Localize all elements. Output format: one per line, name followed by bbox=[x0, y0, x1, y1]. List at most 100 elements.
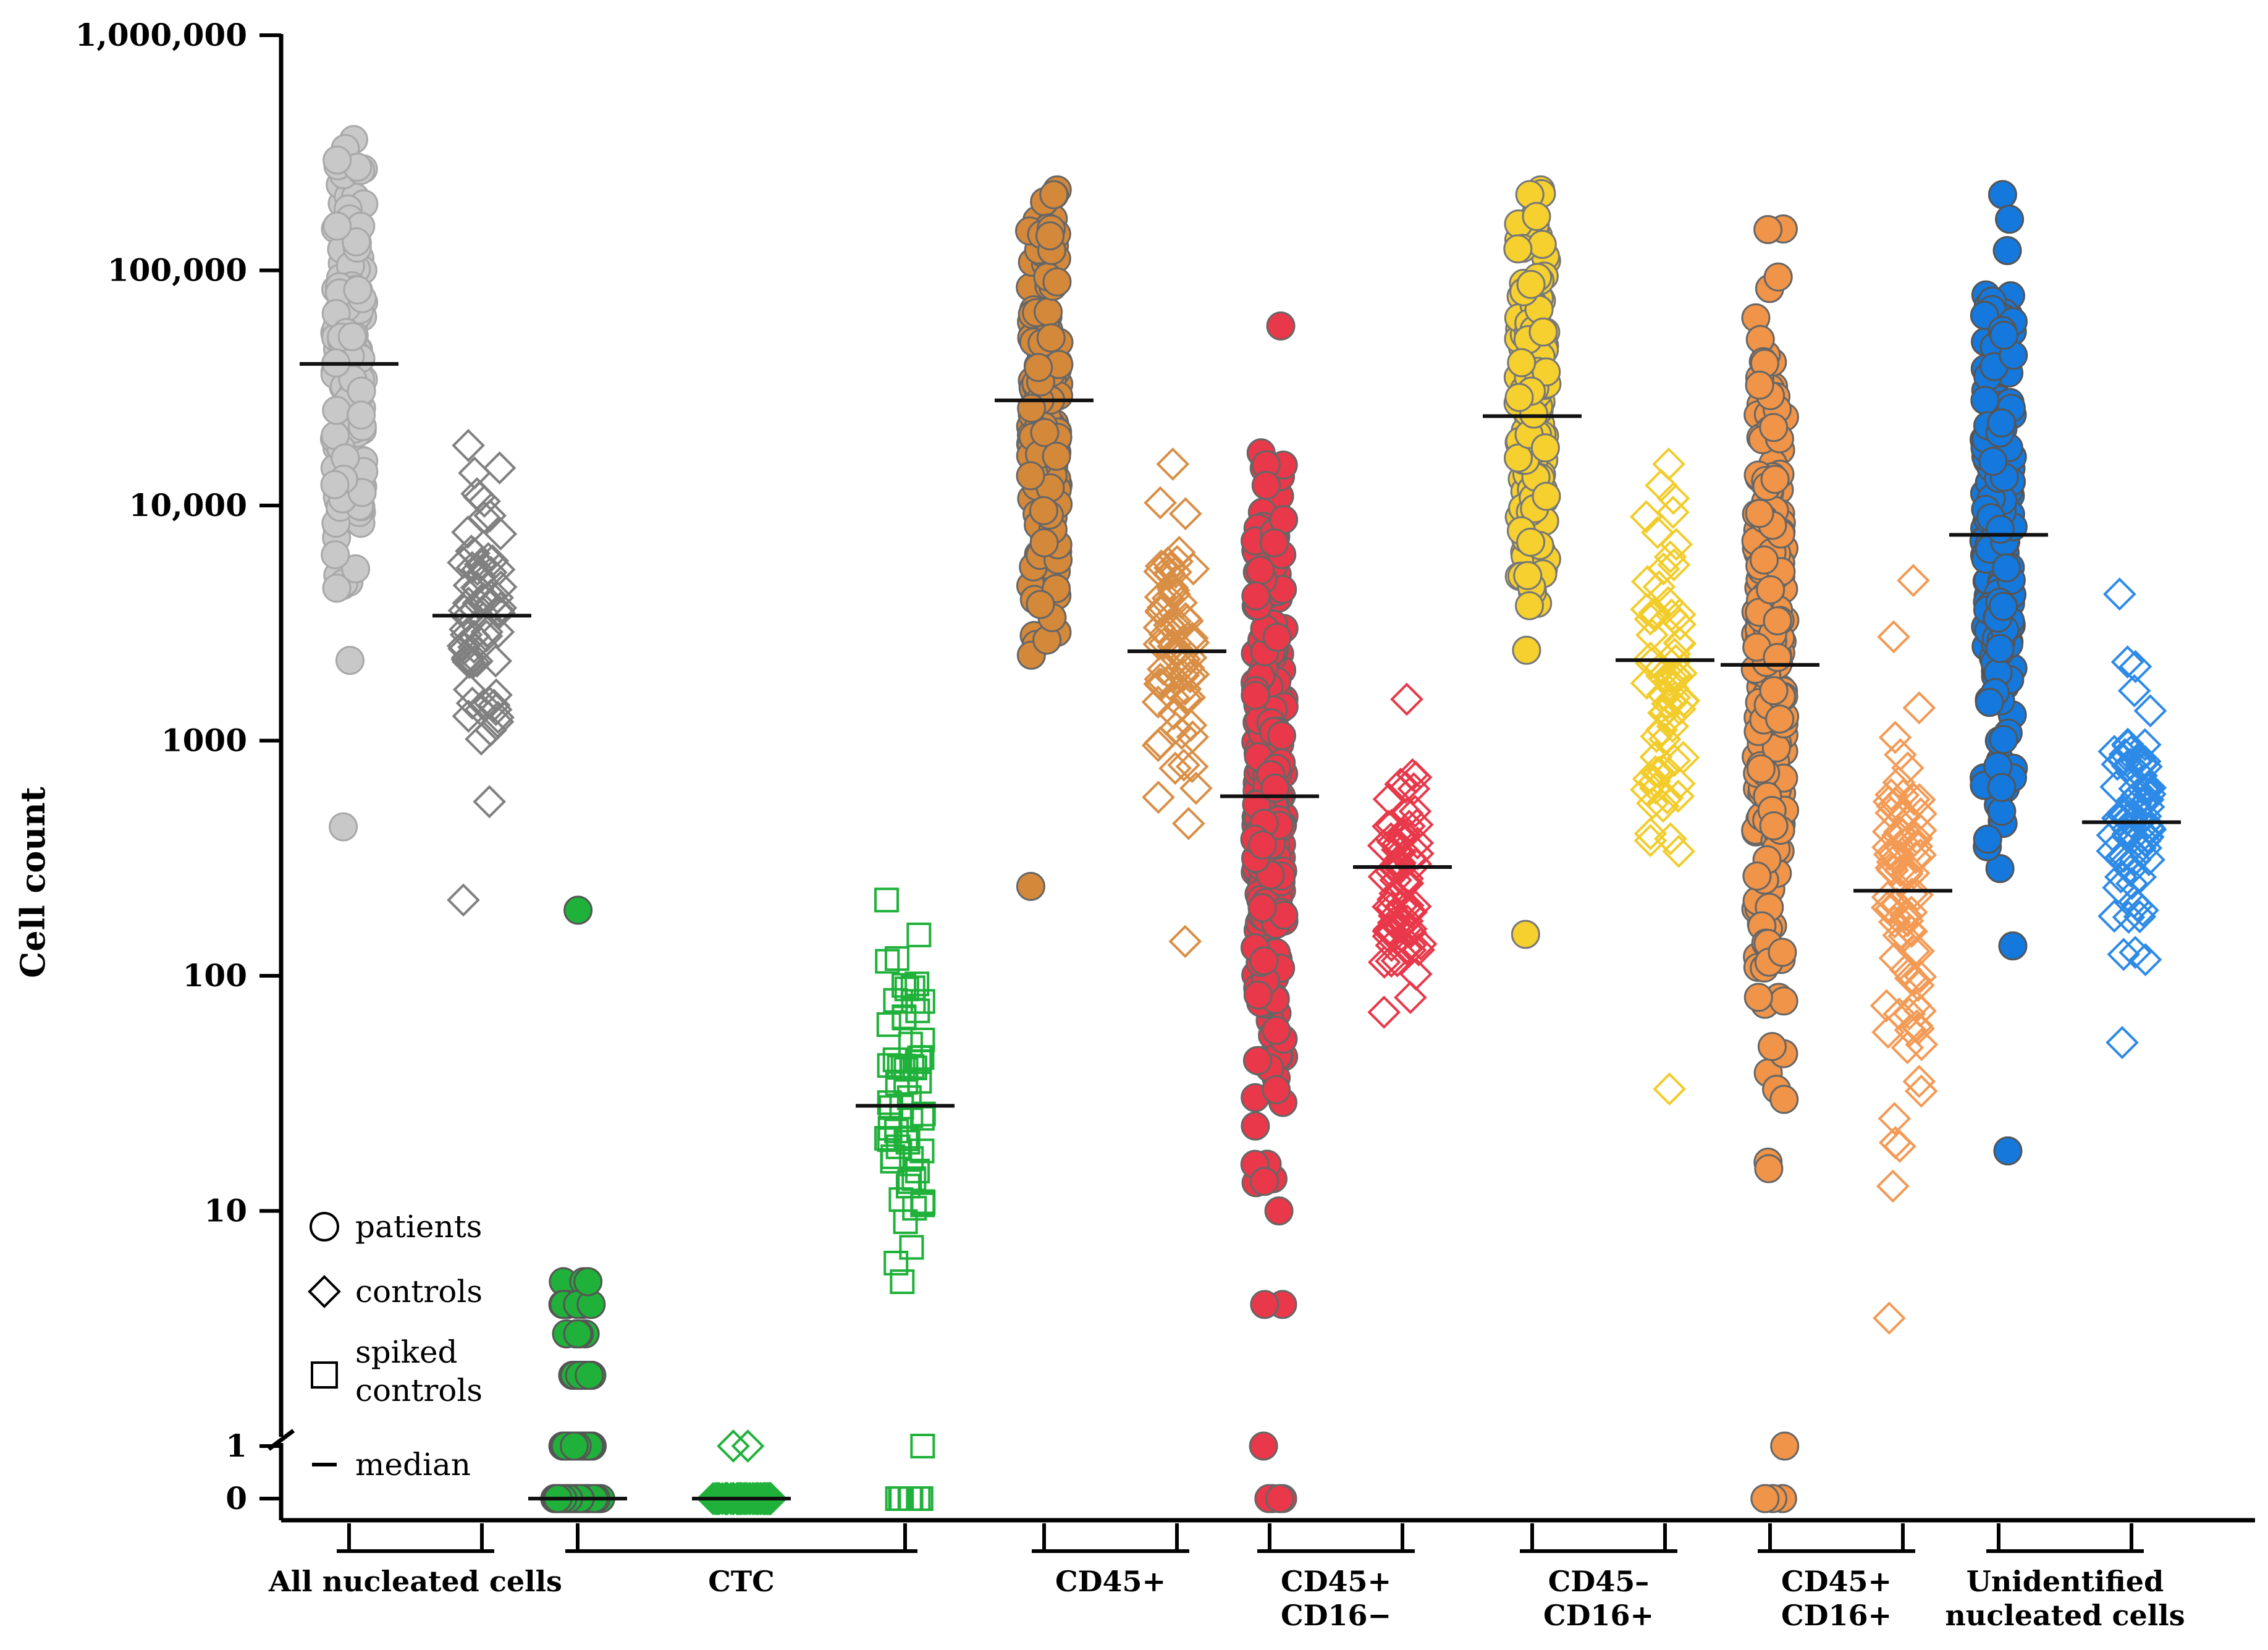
data-point-patients bbox=[1026, 590, 1055, 619]
data-point-patients bbox=[1745, 370, 1774, 400]
data-point-spiked-controls bbox=[882, 1047, 908, 1072]
data-point-controls bbox=[1142, 781, 1175, 814]
data-point-controls bbox=[1653, 540, 1687, 573]
data-point-controls bbox=[1175, 750, 1209, 784]
data-point-controls bbox=[449, 612, 482, 646]
data-point-controls bbox=[1144, 580, 1178, 614]
data-point-patients bbox=[1992, 553, 2021, 583]
data-point-controls bbox=[1380, 944, 1414, 978]
data-point-patients bbox=[1262, 1075, 1291, 1104]
data-point-controls bbox=[2104, 860, 2138, 894]
data-point-patients bbox=[320, 470, 350, 499]
points-layer bbox=[319, 125, 2167, 1515]
data-point-controls bbox=[479, 644, 513, 678]
data-point-controls bbox=[1656, 496, 1690, 529]
data-point-patients bbox=[1530, 433, 1560, 463]
data-point-spiked-controls bbox=[899, 1146, 924, 1171]
data-point-patients bbox=[1241, 1111, 1270, 1141]
data-point-spiked-controls bbox=[893, 1209, 918, 1234]
data-point-controls bbox=[1157, 696, 1191, 730]
data-point-patients bbox=[560, 1431, 589, 1461]
data-point-patients bbox=[1978, 447, 2008, 476]
data-point-controls bbox=[723, 1482, 756, 1515]
data-point-patients bbox=[1511, 920, 1540, 949]
data-point-controls bbox=[698, 1482, 732, 1515]
data-point-controls bbox=[720, 1482, 754, 1515]
data-point-spiked-controls bbox=[887, 1055, 912, 1080]
data-point-controls bbox=[2097, 735, 2131, 768]
data-point-patients bbox=[335, 646, 365, 675]
data-point-controls bbox=[1168, 924, 1202, 958]
data-point-patients bbox=[1989, 321, 2019, 350]
data-point-controls bbox=[2104, 840, 2138, 874]
data-point-controls bbox=[1656, 481, 1690, 515]
data-point-patients bbox=[1749, 545, 1779, 575]
data-point-controls bbox=[1878, 905, 1912, 939]
data-point-patients bbox=[1250, 1290, 1279, 1319]
data-point-controls bbox=[2110, 645, 2144, 679]
data-point-controls bbox=[1879, 787, 1913, 821]
data-point-controls bbox=[2107, 937, 2141, 971]
data-point-patients bbox=[1769, 1085, 1799, 1114]
data-point-controls bbox=[450, 643, 484, 676]
data-point-controls bbox=[725, 1482, 759, 1515]
data-point-controls bbox=[1384, 768, 1417, 801]
data-point-spiked-controls bbox=[883, 1250, 909, 1276]
data-point-controls bbox=[1630, 593, 1664, 626]
data-point-controls bbox=[1638, 755, 1672, 789]
data-point-spiked-controls bbox=[910, 989, 935, 1014]
data-point-patients bbox=[1746, 754, 1776, 784]
data-point-patients bbox=[1034, 297, 1063, 327]
data-point-controls bbox=[2117, 674, 2151, 708]
data-point-controls bbox=[484, 591, 518, 625]
data-point-controls bbox=[1878, 721, 1912, 755]
data-point-patients bbox=[322, 396, 352, 425]
data-point-controls bbox=[1663, 607, 1697, 641]
group-label: CD45+ bbox=[1781, 1565, 1892, 1598]
data-point-controls bbox=[1663, 692, 1697, 726]
data-point-patients bbox=[1241, 581, 1271, 611]
data-point-patients bbox=[1522, 201, 1551, 231]
data-point-controls bbox=[1367, 996, 1401, 1029]
data-point-controls bbox=[1876, 1169, 1910, 1203]
data-point-controls bbox=[1376, 882, 1410, 916]
data-point-spiked-controls bbox=[892, 973, 917, 998]
data-point-patients bbox=[575, 1360, 604, 1390]
data-point-controls bbox=[716, 1482, 750, 1515]
y-ticks: 0 1 10 100 1000 10,000 100,000 1,000,000 bbox=[75, 17, 281, 1517]
data-point-patients bbox=[1750, 1484, 1780, 1513]
data-point-spiked-controls bbox=[904, 971, 930, 997]
data-point-controls bbox=[2118, 843, 2152, 876]
legend-label: controls bbox=[355, 1274, 483, 1309]
data-point-patients bbox=[1515, 591, 1545, 620]
group-label: CD16+ bbox=[1781, 1599, 1892, 1632]
data-point-controls bbox=[1629, 500, 1663, 534]
data-point-controls bbox=[1902, 1065, 1936, 1098]
data-point-patients bbox=[1503, 234, 1533, 264]
data-point-patients bbox=[343, 275, 373, 305]
data-point-controls bbox=[1658, 680, 1692, 714]
data-point-controls bbox=[1372, 890, 1405, 924]
data-point-patients bbox=[563, 895, 593, 925]
data-point-patients bbox=[1988, 180, 2017, 209]
data-point-controls bbox=[1893, 913, 1927, 947]
data-point-spiked-controls bbox=[897, 1486, 922, 1511]
data-point-controls bbox=[1168, 672, 1202, 706]
data-point-controls bbox=[1877, 620, 1910, 654]
data-point-controls bbox=[1639, 740, 1673, 774]
y-axis bbox=[267, 34, 2255, 1523]
data-point-controls bbox=[1148, 617, 1182, 651]
data-point-controls bbox=[1655, 659, 1688, 693]
data-point-controls bbox=[1141, 729, 1175, 763]
data-point-controls bbox=[1634, 641, 1667, 675]
data-point-controls bbox=[1166, 659, 1200, 692]
data-point-controls bbox=[1662, 834, 1696, 868]
data-point-patients bbox=[329, 812, 358, 842]
data-point-patients bbox=[1987, 772, 2017, 802]
data-point-patients bbox=[1988, 591, 2018, 621]
data-point-controls bbox=[1165, 586, 1198, 620]
data-point-controls bbox=[1642, 755, 1676, 789]
data-point-controls bbox=[467, 501, 501, 535]
data-point-controls bbox=[1390, 797, 1424, 830]
